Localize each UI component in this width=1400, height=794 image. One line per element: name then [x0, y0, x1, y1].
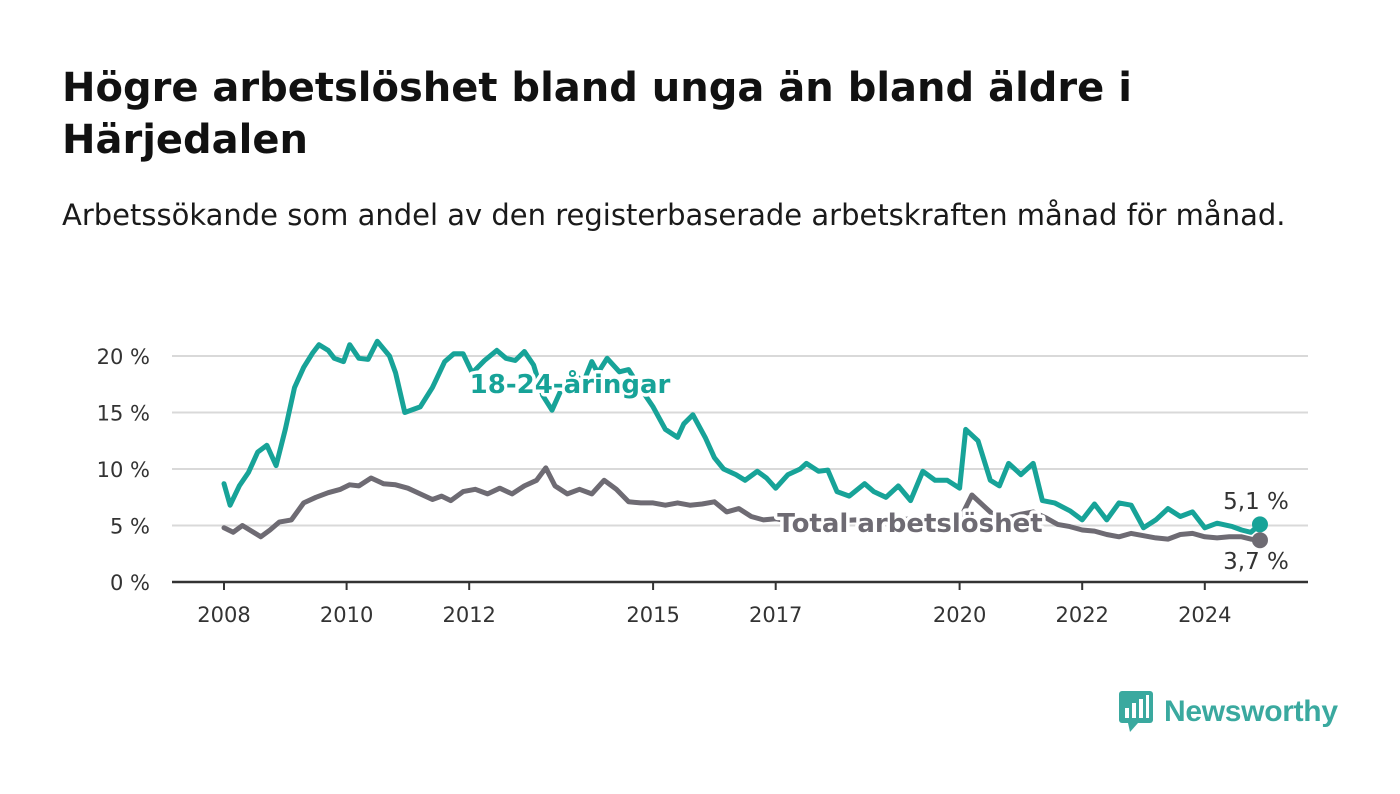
x-tick-label: 2015 — [626, 603, 679, 627]
y-axis-labels: 0 % 5 % 10 % 15 % 20 % — [97, 345, 150, 595]
end-label-youth: 5,1 % — [1223, 489, 1289, 515]
x-tick-label: 2024 — [1178, 603, 1231, 627]
y-grid — [172, 355, 1308, 527]
end-point-total — [1251, 532, 1268, 549]
x-tick-label: 2022 — [1055, 603, 1108, 627]
series-label-total-halo: Total arbetslöshet — [777, 509, 1042, 539]
y-tick-label: 0 % — [110, 571, 150, 595]
end-point-youth — [1251, 516, 1268, 533]
newsworthy-logo: Newsworthy — [1118, 690, 1338, 734]
chart-subtitle: Arbetssökande som andel av den registerb… — [62, 198, 1286, 232]
series-label-youth-halo: 18-24-åringar — [470, 368, 671, 400]
x-tick-label: 2017 — [749, 603, 802, 627]
end-label-total: 3,7 % — [1223, 549, 1289, 575]
bar-chart-speech-bubble-icon — [1119, 691, 1153, 732]
x-axis: 2008 2010 2012 2015 2017 2020 2022 2024 — [172, 580, 1308, 627]
x-tick-label: 2020 — [933, 603, 986, 627]
y-tick-label: 15 % — [97, 402, 150, 426]
series-label-youth: 18-24-åringar — [470, 368, 671, 400]
series-lines — [221, 338, 1263, 543]
y-tick-label: 10 % — [97, 458, 150, 482]
y-tick-label: 5 % — [110, 515, 150, 539]
series-label-total: Total arbetslöshet — [777, 509, 1042, 539]
y-tick-label: 20 % — [97, 345, 150, 369]
series-line-youth — [221, 338, 1263, 535]
brand-name: Newsworthy — [1164, 695, 1338, 728]
series-line-total — [221, 465, 1263, 543]
x-tick-label: 2010 — [320, 603, 373, 627]
end-points: 5,1 % 3,7 % — [1223, 489, 1289, 575]
x-tick-label: 2012 — [442, 603, 495, 627]
x-tick-label: 2008 — [197, 603, 250, 627]
chart-title: Högre arbetslöshet bland unga än bland ä… — [62, 65, 1132, 163]
